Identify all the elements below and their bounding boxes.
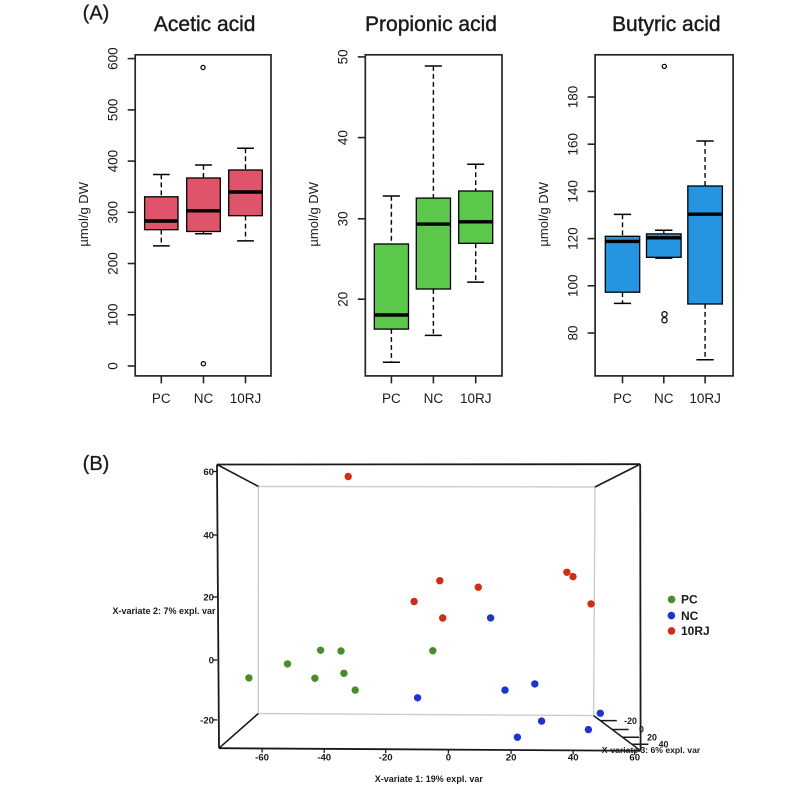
svg-text:10RJ: 10RJ [689, 391, 721, 406]
svg-text:(B): (B) [83, 453, 110, 475]
svg-text:X-variate 3: 6% expl. var: X-variate 3: 6% expl. var [602, 745, 701, 755]
svg-text:300: 300 [106, 201, 121, 224]
svg-text:NC: NC [654, 391, 674, 406]
svg-text:NC: NC [424, 391, 444, 406]
svg-text:Propionic acid: Propionic acid [365, 13, 497, 36]
svg-text:140: 140 [566, 180, 581, 203]
svg-text:-60: -60 [255, 752, 269, 763]
svg-text:10RJ: 10RJ [460, 391, 492, 406]
svg-text:PC: PC [152, 391, 171, 406]
svg-text:10RJ: 10RJ [230, 391, 262, 406]
svg-text:500: 500 [106, 99, 121, 122]
svg-text:NC: NC [681, 609, 699, 623]
svg-text:Acetic acid: Acetic acid [154, 13, 256, 36]
svg-text:PC: PC [681, 593, 698, 607]
svg-text:0: 0 [209, 655, 214, 666]
svg-text:50: 50 [336, 49, 351, 64]
svg-text:80: 80 [566, 325, 581, 340]
svg-text:0: 0 [446, 752, 451, 763]
svg-text:µmol/g DW: µmol/g DW [306, 181, 321, 246]
svg-text:200: 200 [106, 252, 121, 275]
svg-text:µmol/g DW: µmol/g DW [76, 181, 91, 246]
svg-text:40: 40 [336, 130, 351, 145]
svg-text:-20: -20 [624, 716, 637, 726]
svg-text:Butyric acid: Butyric acid [612, 13, 721, 36]
svg-text:40: 40 [659, 740, 669, 750]
svg-text:PC: PC [613, 391, 632, 406]
svg-text:40: 40 [568, 752, 579, 763]
svg-text:-20: -20 [379, 752, 393, 763]
svg-text:0: 0 [106, 362, 121, 370]
svg-text:400: 400 [106, 150, 121, 173]
svg-text:100: 100 [106, 304, 121, 327]
svg-text:(A): (A) [83, 3, 110, 25]
svg-text:120: 120 [566, 227, 581, 250]
svg-text:0: 0 [639, 725, 644, 735]
svg-text:NC: NC [194, 391, 214, 406]
svg-text:X-variate 1: 19% expl. var: X-variate 1: 19% expl. var [375, 774, 484, 784]
svg-text:-20: -20 [200, 715, 214, 726]
svg-text:60: 60 [203, 467, 214, 478]
svg-text:20: 20 [647, 733, 657, 743]
svg-text:20: 20 [506, 752, 517, 763]
svg-text:30: 30 [336, 211, 351, 226]
svg-text:60: 60 [629, 752, 640, 763]
svg-text:µmol/g DW: µmol/g DW [536, 181, 551, 246]
svg-text:180: 180 [566, 86, 581, 109]
svg-text:PC: PC [382, 391, 401, 406]
svg-text:160: 160 [566, 133, 581, 156]
svg-text:-40: -40 [317, 752, 331, 763]
svg-text:20: 20 [203, 592, 214, 603]
svg-text:10RJ: 10RJ [681, 624, 710, 638]
svg-text:20: 20 [336, 292, 351, 307]
svg-text:600: 600 [106, 47, 121, 70]
svg-text:40: 40 [203, 530, 214, 541]
svg-text:100: 100 [566, 275, 581, 298]
svg-text:X-variate 2: 7% expl. var: X-variate 2: 7% expl. var [112, 606, 216, 616]
